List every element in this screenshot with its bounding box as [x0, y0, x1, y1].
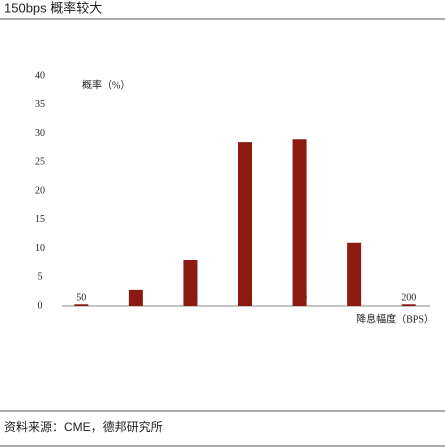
y-tick-label: 20 — [35, 185, 45, 196]
chart-title: 150bps 概率较大 — [4, 0, 102, 15]
y-axis-label: 概率（%） — [82, 78, 130, 91]
bar — [347, 242, 362, 306]
y-tick-label: 30 — [35, 128, 45, 139]
y-tick-label: 35 — [35, 99, 45, 110]
bar — [74, 304, 89, 306]
x-axis-label: 降息幅度（BPS） — [356, 312, 434, 325]
bar — [292, 139, 307, 306]
y-tick-label: 5 — [38, 272, 43, 283]
y-tick-label: 0 — [38, 300, 43, 311]
y-tick-label: 25 — [35, 157, 45, 168]
x-tick-label: 50 — [76, 292, 86, 303]
y-tick-label: 10 — [35, 243, 45, 254]
source: 资料来源：CME，德邦研究所 — [4, 419, 163, 434]
y-tick-label: 15 — [35, 214, 45, 225]
x-tick-label: 200 — [401, 292, 416, 303]
bar — [183, 260, 198, 306]
bar — [401, 304, 416, 306]
bar — [238, 142, 252, 306]
bar — [128, 289, 143, 306]
y-tick-label: 40 — [35, 70, 45, 81]
